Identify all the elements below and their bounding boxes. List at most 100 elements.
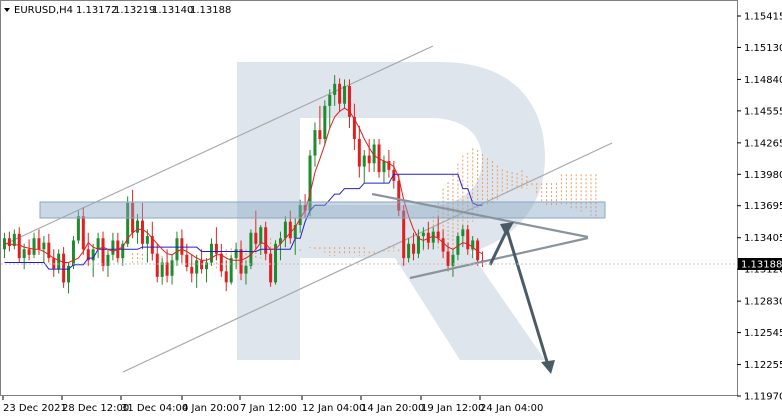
candle-body	[254, 232, 258, 244]
candle-body	[229, 258, 233, 283]
candle-body	[42, 242, 46, 250]
triangle-upper-line	[371, 192, 589, 239]
candle-body	[244, 265, 248, 274]
trend-channel	[2, 45, 613, 373]
candle-body	[338, 83, 342, 104]
candle-body	[160, 262, 164, 277]
x-tick-label: 23 Dec 2021	[3, 403, 67, 414]
candle-body	[392, 169, 396, 181]
y-tick-label: 1.12830	[744, 297, 782, 308]
candle-body	[224, 271, 228, 283]
y-tick-label: 1.12255	[744, 360, 782, 371]
arrow-head-up	[500, 222, 514, 236]
kijun-line	[4, 173, 483, 270]
candle-body	[352, 116, 356, 139]
candle-body	[441, 238, 445, 252]
candle-body	[96, 238, 100, 250]
candle-body	[259, 227, 263, 244]
triangle-lower-line	[409, 236, 589, 280]
candle-body	[71, 240, 75, 266]
candle-body	[308, 155, 312, 211]
candle-body	[136, 220, 140, 233]
candle-body	[200, 260, 204, 270]
channel-upper-line	[2, 45, 434, 246]
candle-body	[421, 232, 425, 237]
candle-body	[37, 238, 41, 250]
candle-body	[402, 210, 406, 259]
y-tick-label: 1.15130	[744, 43, 782, 54]
candle-body	[27, 249, 31, 255]
forecast-arrow	[488, 222, 555, 374]
candle-body	[76, 216, 80, 241]
candle-body	[219, 253, 223, 272]
high-value: 1.13219	[114, 5, 155, 16]
candle-body	[170, 260, 174, 276]
channel-lower-line	[122, 142, 613, 373]
candle-body	[32, 238, 36, 255]
candle-body	[397, 180, 401, 211]
candle-body	[278, 238, 282, 244]
candle-body	[372, 144, 376, 164]
y-axis: 1.15415 1.15130 1.14840 1.14555 1.14265 1.139…	[737, 11, 782, 403]
y-tick-label: 1.14265	[744, 138, 782, 149]
candle-body	[461, 229, 465, 237]
candle-body	[209, 243, 213, 263]
candle-body	[476, 240, 480, 261]
x-tick-label: 7 Jan 12:00	[240, 403, 297, 414]
candle-body	[190, 266, 194, 274]
candle-body	[288, 221, 292, 239]
candle-body	[293, 225, 297, 239]
candle-body	[101, 238, 105, 266]
candle-body	[126, 202, 130, 244]
candle-body	[298, 205, 302, 226]
price-box-text: 1.13188	[741, 260, 782, 271]
candle-body	[62, 253, 66, 283]
candle-body	[22, 249, 26, 259]
candle-body	[205, 262, 209, 270]
close-value: 1.13188	[190, 5, 231, 16]
candle-body	[283, 221, 287, 239]
x-tick-label: 19 Jan 12:00	[421, 403, 484, 414]
candle-body	[264, 227, 268, 254]
candle-body	[328, 94, 332, 106]
candle-body	[180, 238, 184, 255]
chart-header: EURUSD,H4 1.13172 1.13219 1.13140 1.1318…	[4, 5, 231, 16]
candle-body	[121, 243, 125, 259]
candle-body	[185, 254, 189, 267]
y-tick-label: 1.14840	[744, 75, 782, 86]
candle-body	[431, 231, 435, 243]
candle-body	[313, 130, 317, 156]
candlesticks	[2, 75, 485, 294]
candle-body	[111, 240, 115, 255]
candle-body	[426, 232, 430, 243]
candle-body	[471, 240, 475, 250]
candle-body	[239, 249, 243, 274]
candle-body	[175, 238, 179, 261]
y-tick-label: 1.13405	[744, 233, 782, 244]
candle-body	[234, 249, 238, 259]
y-tick-label: 1.11970	[744, 392, 782, 403]
indicator-lines	[4, 107, 483, 270]
candle-body	[12, 233, 16, 246]
arrow-head-down	[541, 360, 555, 374]
dropdown-triangle-icon[interactable]	[4, 8, 10, 12]
tenkan-line	[4, 107, 483, 263]
plot-frame	[0, 0, 738, 396]
candle-body	[436, 231, 440, 239]
symbol-label: EURUSD,H4	[14, 5, 73, 16]
candle-body	[214, 243, 218, 254]
x-tick-label: 12 Jan 04:00	[302, 403, 365, 414]
candle-body	[407, 243, 411, 259]
candle-body	[86, 249, 90, 261]
candle-body	[155, 253, 159, 277]
candle-body	[303, 205, 307, 211]
candle-body	[357, 138, 361, 167]
candle-body	[318, 130, 322, 139]
candle-body	[387, 161, 391, 170]
candle-body	[106, 254, 110, 266]
candle-body	[165, 262, 169, 276]
candle-body	[57, 253, 61, 270]
candle-body	[416, 236, 420, 254]
